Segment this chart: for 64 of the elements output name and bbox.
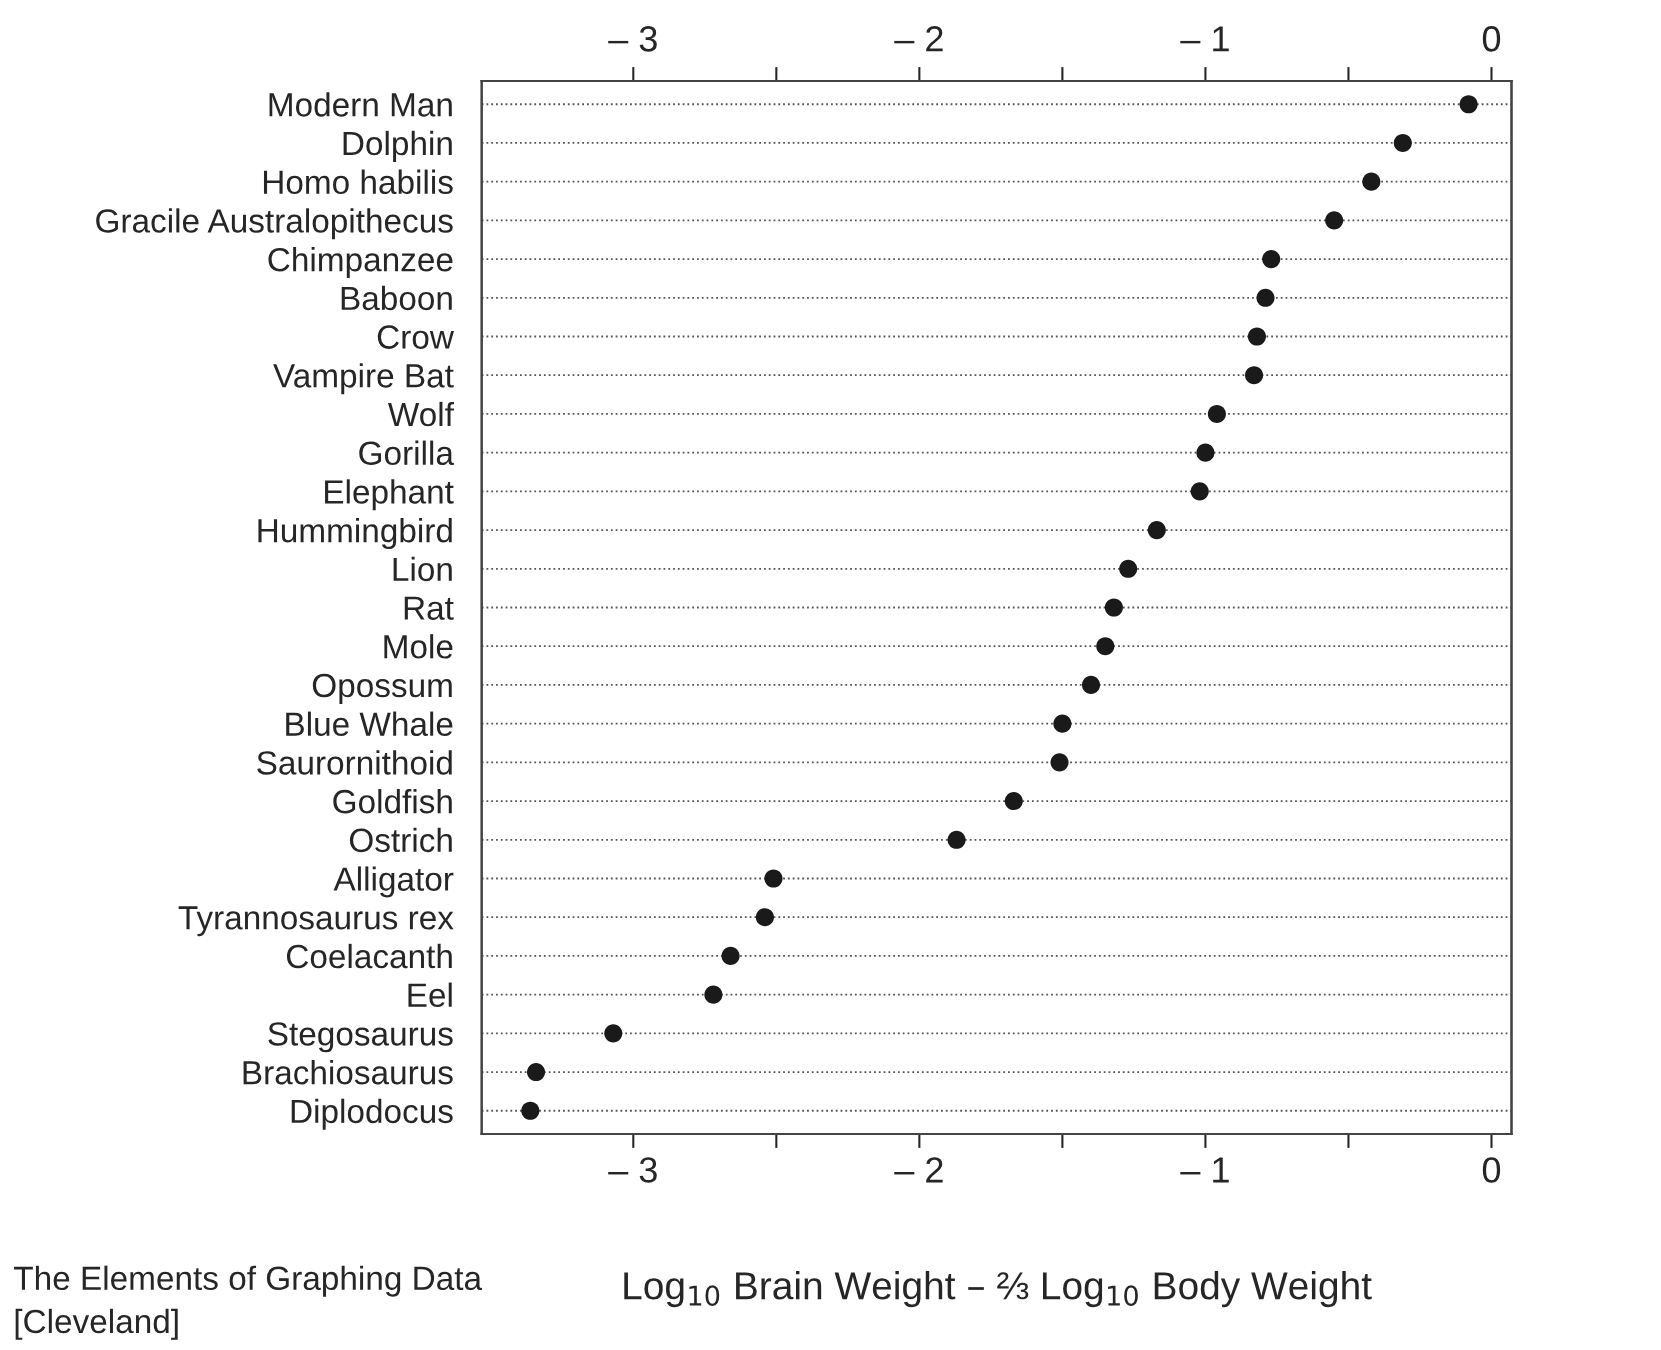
y-tick-label: Vampire Bat <box>273 363 454 395</box>
y-tick-label: Chimpanzee <box>268 247 453 279</box>
point <box>1119 559 1138 578</box>
y-tick-label: Ostrich <box>349 827 452 853</box>
point <box>755 908 774 927</box>
y-tick-label: Lion <box>393 556 452 582</box>
y-tick-label: Saurornithoid <box>257 750 452 775</box>
y-tick-label: Dolphin <box>343 130 452 162</box>
point <box>764 869 783 888</box>
point <box>1262 250 1281 269</box>
point <box>1190 482 1209 501</box>
point <box>1207 404 1226 423</box>
y-tick-label: Elephant <box>325 479 454 511</box>
point <box>1004 792 1023 811</box>
x2-tick-label: – 1 <box>1180 26 1229 52</box>
text: The Elements of Graphing Data [Cleveland] <box>14 1265 483 1340</box>
y-tick-label: Hummingbird <box>258 518 452 550</box>
point <box>947 830 966 849</box>
y-tick-label: Wolf <box>387 401 454 427</box>
point <box>1147 521 1166 540</box>
y-tick-label: Blue Whale <box>286 711 453 737</box>
point <box>721 946 740 965</box>
y-tick-label: Gracile Australopithecus <box>96 208 453 240</box>
y-tick-label: Modern Man <box>269 92 452 117</box>
y-tick-label: Coelacanth <box>286 943 452 969</box>
y-tick-label: Homo habilis <box>263 169 453 195</box>
point <box>1104 598 1123 617</box>
point <box>1096 637 1115 656</box>
x-tick-label: – 3 <box>608 1157 657 1183</box>
y-tick-label: Crow <box>377 325 454 349</box>
point <box>1053 714 1072 733</box>
point <box>1081 675 1101 694</box>
point <box>1050 753 1069 772</box>
point <box>704 985 723 1004</box>
y-tick-label: Rat <box>404 596 454 620</box>
x2-tick-label: – 2 <box>894 26 943 52</box>
point <box>1325 211 1344 230</box>
y-tick-label: Diplodocus <box>291 1098 453 1130</box>
y-tick-label: Alligator <box>333 866 454 898</box>
x-tick-label: – 2 <box>894 1157 943 1183</box>
point <box>1247 327 1266 346</box>
y-tick-label: Brachiosaurus <box>243 1059 453 1085</box>
y-tick-label: Tyrannosaurus rex <box>178 906 454 937</box>
point <box>526 1063 546 1082</box>
y-tick-label: Opossum <box>312 673 452 704</box>
x2-tick-label: 0 <box>1482 26 1501 52</box>
x2-tick-label: – 3 <box>608 26 657 52</box>
y-tick-label: Baboon <box>341 285 452 311</box>
y-tick-label: Mole <box>384 634 453 659</box>
point <box>1362 172 1381 191</box>
point <box>521 1101 540 1120</box>
x-tick-label: – 1 <box>1180 1157 1229 1183</box>
x-axis-title: Log$_{10}$ Brain Weight – ⅔ Log$_{10}$ Body Weight <box>624 1270 1372 1308</box>
point <box>1393 133 1412 152</box>
y-tick-label: Stegosaurus <box>268 1022 453 1053</box>
point <box>1256 288 1275 307</box>
y-tick-label: Eel <box>408 982 452 1008</box>
y-tick-label: Goldfish <box>333 788 452 814</box>
x-tick-label: 0 <box>1482 1157 1501 1183</box>
point <box>604 1024 623 1043</box>
point <box>1196 443 1215 462</box>
y-tick-label: Gorilla <box>359 440 454 466</box>
point <box>1245 366 1264 385</box>
point <box>1459 95 1478 114</box>
